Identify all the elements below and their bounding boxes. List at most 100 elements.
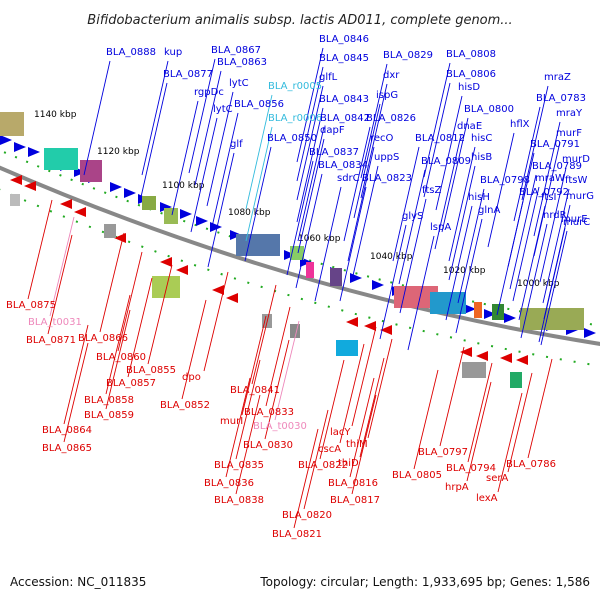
gene-label[interactable]: dapF — [320, 125, 345, 136]
gene-label[interactable]: uppS — [374, 152, 399, 163]
gene-label[interactable]: ftsI — [541, 192, 556, 203]
gene-label[interactable]: glnA — [478, 205, 500, 216]
gene-label[interactable]: BLA_r0006 — [268, 113, 322, 124]
gene-label[interactable]: BLA_0817 — [330, 495, 380, 506]
gene-label[interactable]: BLA_0864 — [42, 425, 92, 436]
gene-label[interactable]: BLA_0798 — [480, 175, 530, 186]
gene-label[interactable]: BLA_0855 — [126, 365, 176, 376]
gene-label[interactable]: BLA_0863 — [217, 57, 267, 68]
gene-label[interactable]: murE — [561, 214, 588, 225]
gene-label[interactable]: murF — [556, 128, 582, 139]
gene-label[interactable]: BLA_0783 — [536, 93, 586, 104]
gene-label[interactable]: murD — [562, 154, 590, 165]
gene-label[interactable]: BLA_0792 — [519, 187, 569, 198]
gene-label[interactable]: BLA_0838 — [214, 495, 264, 506]
gene-label[interactable]: rgpDc — [194, 87, 224, 98]
gene-label[interactable]: BLA_0871 — [26, 335, 76, 346]
gene-label[interactable]: BLA_0846 — [319, 34, 369, 45]
gene-label[interactable]: BLA_0852 — [160, 400, 210, 411]
gene-label[interactable]: BLA_0791 — [530, 139, 580, 150]
gene-label[interactable]: BLA_0823 — [362, 173, 412, 184]
gene-label[interactable]: hisD — [458, 82, 480, 93]
gene-label[interactable]: glf — [230, 139, 243, 150]
gene-label[interactable]: BLA_0837 — [309, 147, 359, 158]
gene-label[interactable]: sdrC — [337, 173, 360, 184]
gene-label[interactable]: BLA_0836 — [204, 478, 254, 489]
gene-label[interactable]: BLA_0822 — [298, 460, 348, 471]
gene-label[interactable]: BLA_0826 — [366, 113, 416, 124]
gene-label[interactable]: BLA_t0031 — [28, 317, 82, 328]
gene-label[interactable]: BLA_0830 — [243, 440, 293, 451]
gene-label[interactable]: glfL — [319, 72, 338, 83]
gene-label[interactable]: lspA — [430, 222, 451, 233]
reverse-gene-arrow — [380, 325, 392, 335]
gene-label[interactable]: hisC — [471, 133, 492, 144]
gene-label[interactable]: murG — [566, 191, 594, 202]
gene-label[interactable]: BLA_0794 — [446, 463, 496, 474]
gene-label[interactable]: nrdR — [543, 210, 567, 221]
gene-label[interactable]: BLA_0875 — [6, 300, 56, 311]
gene-label[interactable]: ftsZ — [422, 185, 441, 196]
gene-label[interactable]: hisH — [468, 192, 490, 203]
gene-label[interactable]: BLA_0841 — [230, 385, 280, 396]
gene-label[interactable]: BLA_0867 — [211, 45, 261, 56]
gene-label[interactable]: BLA_0856 — [234, 99, 284, 110]
gene-label[interactable]: BLA_0860 — [96, 352, 146, 363]
gene-label[interactable]: mraZ — [544, 72, 571, 83]
gene-label[interactable]: ispG — [376, 90, 398, 101]
gene-label[interactable]: BLA_0842 — [320, 113, 370, 124]
gene-label[interactable]: dxr — [383, 70, 400, 81]
gene-label[interactable]: BLA_0850 — [267, 133, 317, 144]
gene-label[interactable]: mraY — [556, 108, 583, 119]
gene-label[interactable]: kup — [164, 47, 182, 58]
gene-label[interactable]: serA — [486, 473, 508, 484]
gene-label[interactable]: BLA_0877 — [163, 69, 213, 80]
gene-label[interactable]: hrpA — [445, 482, 469, 493]
gene-label[interactable]: thiM — [346, 439, 368, 450]
gene-label[interactable]: BLA_0859 — [84, 410, 134, 421]
gene-label[interactable]: BLA_0834 — [318, 160, 368, 171]
gene-label[interactable]: lacY — [330, 427, 351, 438]
gene-label[interactable]: recO — [370, 133, 394, 144]
gene-label[interactable]: BLA_0789 — [532, 161, 582, 172]
gene-label[interactable]: ftsW — [565, 175, 587, 186]
gene-label[interactable]: BLA_0809 — [421, 156, 471, 167]
gene-label[interactable]: BLA_0812 — [415, 133, 465, 144]
gene-label[interactable]: BLA_0821 — [272, 529, 322, 540]
gene-label[interactable]: thiD — [338, 458, 359, 469]
gene-label[interactable]: murI — [220, 416, 243, 427]
gene-label[interactable]: BLA_0835 — [214, 460, 264, 471]
gene-label[interactable]: lexA — [476, 493, 498, 504]
gene-label[interactable]: hisB — [471, 152, 492, 163]
gene-label[interactable]: BLA_0829 — [383, 50, 433, 61]
gene-label[interactable]: BLA_0857 — [106, 378, 156, 389]
gene-label[interactable]: hflX — [510, 119, 530, 130]
gene-label[interactable]: BLA_0843 — [319, 94, 369, 105]
gene-label[interactable]: BLA_0806 — [446, 69, 496, 80]
gene-label[interactable]: BLA_r0005 — [268, 81, 322, 92]
gene-label[interactable]: mraW — [535, 173, 565, 184]
leader-line — [319, 359, 345, 460]
gene-label[interactable]: murC — [563, 217, 590, 228]
gene-label[interactable]: BLA_0845 — [319, 53, 369, 64]
gene-label[interactable]: BLA_0820 — [282, 510, 332, 521]
gene-label[interactable]: BLA_0888 — [106, 47, 156, 58]
gene-label[interactable]: cscA — [318, 444, 341, 455]
gene-label[interactable]: BLA_0797 — [418, 447, 468, 458]
gene-label[interactable]: lytC — [229, 78, 249, 89]
gene-label[interactable]: BLA_0816 — [328, 478, 378, 489]
gene-label[interactable]: BLA_0800 — [464, 104, 514, 115]
gene-label[interactable]: BLA_0786 — [506, 459, 556, 470]
gene-label[interactable]: BLA_t0030 — [253, 421, 307, 432]
gene-label[interactable]: BLA_0808 — [446, 49, 496, 60]
gene-label[interactable]: BLA_0865 — [42, 443, 92, 454]
gene-label[interactable]: BLA_0805 — [392, 470, 442, 481]
gene-label[interactable]: dpo — [182, 372, 201, 383]
leader-line — [392, 146, 420, 262]
gene-label[interactable]: glyS — [402, 211, 423, 222]
gene-label[interactable]: lytC — [213, 104, 233, 115]
gene-label[interactable]: BLA_0866 — [78, 333, 128, 344]
gene-label[interactable]: BLA_0858 — [84, 395, 134, 406]
gene-label[interactable]: dnaE — [457, 121, 482, 132]
gene-label[interactable]: BLA_0833 — [244, 407, 294, 418]
